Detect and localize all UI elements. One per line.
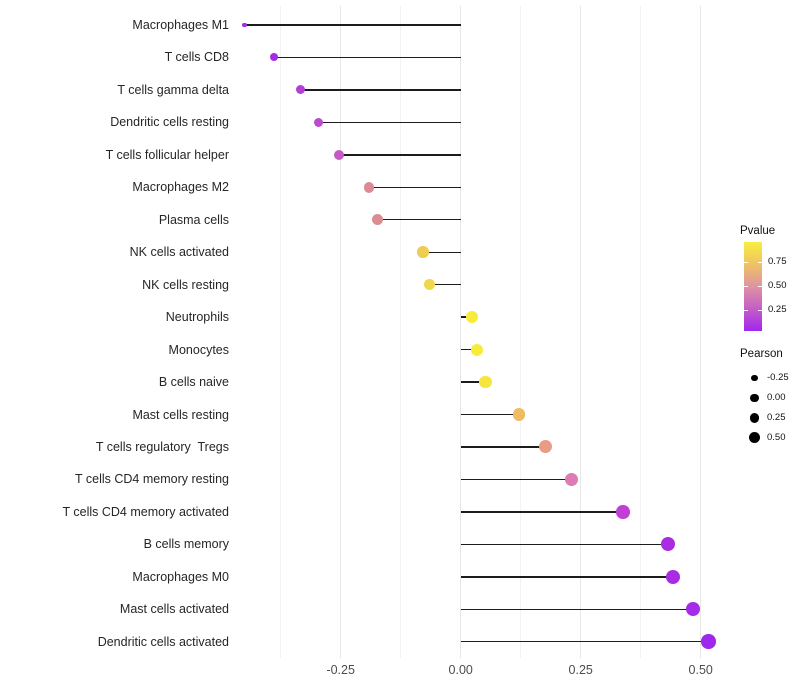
lollipop-dot bbox=[242, 22, 247, 28]
y-axis-label: T cells follicular helper bbox=[105, 147, 229, 162]
lollipop-dot bbox=[423, 278, 436, 291]
y-axis-label: Mast cells resting bbox=[132, 407, 229, 422]
lollipop-stem bbox=[338, 154, 461, 156]
gridline-minor bbox=[640, 6, 642, 658]
y-axis-label: B cells naive bbox=[158, 375, 229, 390]
y-axis-label: Macrophages M2 bbox=[132, 180, 229, 195]
y-axis-label: Macrophages M1 bbox=[132, 18, 229, 32]
y-axis-label: B cells memory bbox=[143, 537, 229, 552]
lollipop-stem bbox=[460, 576, 673, 578]
lollipop-dot bbox=[270, 53, 279, 62]
lollipop-stem bbox=[422, 251, 461, 253]
size-legend-label: 0.00 bbox=[767, 391, 786, 403]
colorbar-tick bbox=[758, 286, 762, 287]
lollipop-dot bbox=[512, 408, 526, 421]
lollipop-dot bbox=[701, 634, 716, 649]
lollipop-stem bbox=[460, 543, 668, 546]
size-legend-label: -0.25 bbox=[767, 372, 789, 383]
x-axis-tick-label: 0.25 bbox=[568, 663, 593, 677]
y-axis-label: NK cells activated bbox=[129, 245, 229, 260]
y-axis-label: Mast cells activated bbox=[119, 602, 229, 617]
gridline-major bbox=[580, 6, 582, 658]
lollipop-stem bbox=[460, 478, 572, 481]
colorbar-tick-label: 0.25 bbox=[768, 304, 787, 315]
lollipop-stem bbox=[300, 89, 461, 91]
y-axis-label: Plasma cells bbox=[158, 212, 229, 227]
lollipop-dot bbox=[296, 85, 306, 95]
lollipop-stem bbox=[274, 56, 461, 59]
pvalue-colorbar bbox=[744, 242, 762, 331]
lollipop-dot bbox=[479, 375, 492, 389]
gridline-minor bbox=[400, 6, 402, 658]
size-legend-dot bbox=[749, 432, 760, 444]
size-legend-label: 0.25 bbox=[767, 411, 786, 423]
y-axis-label: Monocytes bbox=[168, 342, 229, 357]
gridline-major bbox=[700, 6, 702, 658]
x-axis-tick-label: -0.25 bbox=[326, 663, 355, 677]
lollipop-dot bbox=[616, 505, 630, 519]
lollipop-dot bbox=[665, 569, 680, 584]
legend-pearson-title: Pearson bbox=[740, 348, 783, 360]
legend-pvalue-title: Pvalue bbox=[740, 225, 776, 237]
gridline-major bbox=[460, 6, 462, 658]
lollipop-dot bbox=[471, 343, 484, 356]
lollipop-stem bbox=[429, 283, 461, 286]
y-axis-label: NK cells resting bbox=[142, 277, 229, 292]
y-axis-label: Dendritic cells activated bbox=[97, 634, 229, 649]
lollipop-stem bbox=[244, 24, 461, 26]
size-legend-dot bbox=[749, 413, 760, 423]
y-axis-label: T cells regulatory Tregs bbox=[95, 439, 229, 454]
x-axis-tick-label: 0.50 bbox=[688, 663, 713, 677]
lollipop-stem bbox=[460, 641, 709, 643]
y-axis-label: Dendritic cells resting bbox=[110, 115, 229, 130]
lollipop-stem bbox=[460, 446, 546, 448]
lollipop-dot bbox=[685, 602, 700, 617]
size-legend-label: 0.50 bbox=[767, 431, 786, 443]
colorbar-tick-label: 0.50 bbox=[768, 280, 787, 291]
lollipop-dot bbox=[539, 440, 553, 454]
y-axis-label: T cells gamma delta bbox=[117, 82, 229, 97]
colorbar-tick bbox=[744, 310, 748, 311]
colorbar-tick-label: 0.75 bbox=[768, 256, 787, 267]
lollipop-dot bbox=[363, 182, 375, 193]
lollipop-stem bbox=[460, 413, 519, 416]
y-axis-label: T cells CD4 memory activated bbox=[62, 504, 230, 519]
lollipop-stem bbox=[318, 121, 461, 124]
lollipop-dot bbox=[564, 472, 578, 486]
y-axis-label: T cells CD8 bbox=[164, 50, 229, 65]
lollipop-stem bbox=[460, 381, 486, 383]
lollipop-dot bbox=[372, 214, 384, 226]
lollipop-stem bbox=[460, 608, 693, 610]
size-legend-dot bbox=[751, 374, 758, 382]
plot-panel bbox=[222, 6, 731, 658]
colorbar-tick bbox=[744, 286, 748, 287]
colorbar-tick bbox=[758, 262, 762, 263]
gridline-major bbox=[340, 6, 342, 658]
lollipop-dot bbox=[313, 117, 324, 128]
colorbar-tick bbox=[758, 310, 762, 311]
lollipop-dot bbox=[417, 246, 429, 258]
y-axis-label: Neutrophils bbox=[165, 310, 229, 325]
lollipop-stem bbox=[377, 219, 461, 221]
y-axis-label: Macrophages M0 bbox=[132, 569, 229, 584]
lollipop-stem bbox=[460, 348, 477, 351]
lollipop-dot bbox=[333, 149, 344, 160]
gridline-minor bbox=[280, 6, 282, 658]
lollipop-stem bbox=[460, 511, 623, 513]
lollipop-stem bbox=[369, 186, 461, 188]
size-legend-dot bbox=[750, 393, 759, 403]
y-axis-label: T cells CD4 memory resting bbox=[75, 472, 229, 487]
colorbar-tick bbox=[744, 262, 748, 263]
x-axis-tick-label: 0.00 bbox=[448, 663, 473, 677]
lollipop-dot bbox=[660, 537, 675, 552]
gridline-minor bbox=[520, 6, 522, 658]
lollipop-dot bbox=[466, 311, 479, 324]
